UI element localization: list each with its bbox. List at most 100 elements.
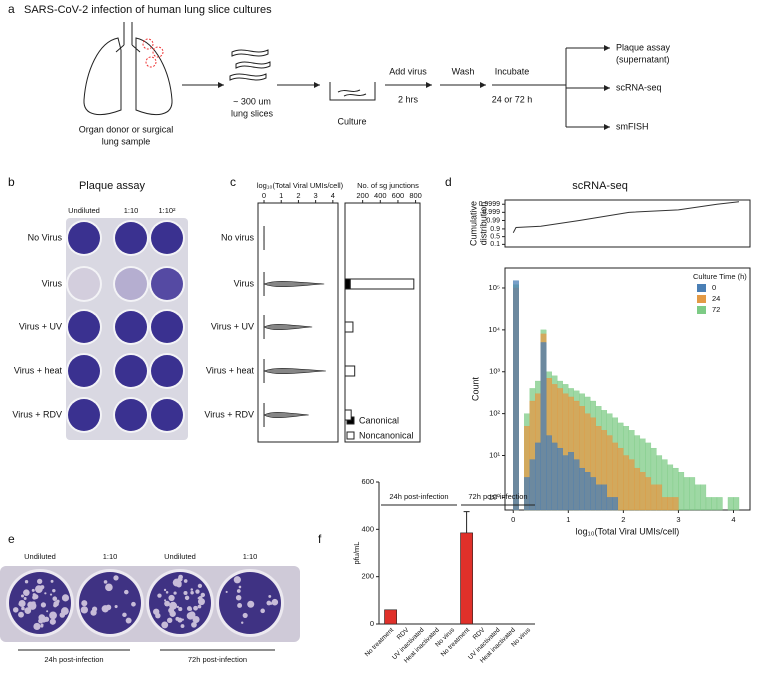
output-label: smFISH [616, 121, 649, 131]
hist-bar [557, 447, 563, 511]
column-label: Undiluted [68, 206, 100, 215]
well-stain [68, 399, 100, 431]
strip [263, 280, 325, 288]
plaque-spot [175, 616, 180, 621]
well-stain [151, 399, 183, 431]
panel-letter: d [445, 175, 452, 189]
hist-bar [694, 484, 701, 511]
bar-segment [349, 278, 415, 290]
plaque-spot [24, 580, 29, 584]
slices-drawing [229, 49, 271, 81]
y-tick-label: 0.5 [490, 233, 500, 240]
row-label: Virus + UV [19, 321, 62, 331]
y-axis-title: pfu/mL [352, 542, 361, 565]
plot-frame [257, 202, 339, 443]
plaque-spot [61, 594, 70, 602]
well-stain [115, 311, 147, 343]
hist-bar [645, 477, 652, 511]
cdf-line [512, 201, 740, 234]
plaque-spot [60, 607, 69, 616]
plaque-spot [80, 606, 89, 614]
panel-letter: e [8, 532, 15, 546]
well-stain [9, 572, 71, 634]
x-tick-label: 4 [331, 191, 335, 200]
row-label: Virus [42, 278, 63, 288]
lung-drawing [83, 22, 173, 116]
plaque-spot [46, 610, 49, 613]
plaque-spot [40, 602, 47, 608]
plaque-spot [21, 606, 25, 611]
plaque-spot [38, 614, 46, 621]
plaque-spot [33, 622, 41, 631]
hist-bar [667, 497, 674, 511]
panel-letter: b [8, 175, 15, 189]
y-tick-label: 0.99 [486, 217, 500, 224]
plaque-spot [103, 580, 108, 584]
plaque-spot [271, 598, 279, 606]
plaque-spot [238, 585, 242, 589]
well-stain [68, 311, 100, 343]
group-label: 24h post-infection [389, 492, 448, 501]
well-stain [68, 355, 100, 387]
well-stain [115, 355, 147, 387]
plaque-spot [197, 604, 202, 609]
plaque-spot [23, 597, 27, 600]
step-label: Wash [452, 66, 475, 76]
plaque-spot [61, 613, 65, 618]
plaque-spot [186, 612, 195, 620]
x-axis-title: log₁₀(Total Viral UMIs/cell) [576, 526, 680, 536]
plaque-spot [36, 578, 43, 585]
plaque-spot [124, 589, 129, 595]
hist-bar [584, 472, 591, 511]
hist-bar [546, 435, 552, 511]
y-tick-label: 0.9999 [479, 201, 501, 208]
plaque-spot [166, 617, 173, 623]
legend-label: 24 [712, 294, 720, 303]
row-label: Virus + UV [211, 321, 254, 331]
row-label: Virus [234, 278, 255, 288]
column-label: 1:10 [243, 552, 258, 561]
row-label: Virus + RDV [204, 409, 254, 419]
y-axis-title: Cumulative [468, 201, 478, 246]
plaque-spot [184, 595, 190, 601]
y-tick-label: 10¹ [489, 450, 500, 459]
bar [384, 609, 397, 625]
x-tick-label: 3 [314, 191, 318, 200]
y-tick-label: 600 [361, 477, 374, 486]
legend-label: 72 [712, 305, 720, 314]
hist-bar [689, 477, 696, 511]
axis-title: log₁₀(Total Viral UMIs/cell) [257, 181, 344, 190]
plaque-spot [176, 605, 180, 609]
plaque-spot [190, 591, 194, 595]
plaque-spot [178, 607, 183, 612]
plaque-spot [176, 580, 182, 586]
culture-dish [329, 82, 376, 101]
row-label: No virus [221, 232, 255, 242]
plaque-spot [31, 588, 35, 592]
plaque-spot [181, 618, 184, 621]
row-label: Virus + heat [206, 365, 255, 375]
y-tick-label: 200 [361, 572, 374, 581]
plaque-spot [193, 605, 198, 611]
step-label: 24 or 72 h [492, 94, 533, 104]
y-tick-label: 0.9 [490, 226, 500, 233]
hist-bar [573, 459, 580, 511]
hist-bar [661, 497, 668, 511]
hist-bar [650, 484, 657, 511]
y-axis-title: distribution [478, 202, 488, 246]
row-label: No Virus [28, 232, 63, 242]
well-stain [79, 572, 141, 634]
plaque-spot [18, 611, 24, 618]
group-label: 72h post-infection [468, 492, 527, 501]
plaque-spot [131, 601, 136, 607]
plaque-spot [190, 588, 194, 591]
step-label: Add virus [389, 66, 427, 76]
plaque-spot [24, 607, 32, 614]
hist-bar [568, 452, 574, 511]
plaque-spot [44, 592, 47, 595]
plaque-spot [164, 599, 167, 602]
plaque-spot [200, 600, 204, 604]
plaque-spot [49, 593, 53, 596]
y-tick-label: 0 [370, 619, 374, 628]
hist-bar [678, 472, 685, 511]
